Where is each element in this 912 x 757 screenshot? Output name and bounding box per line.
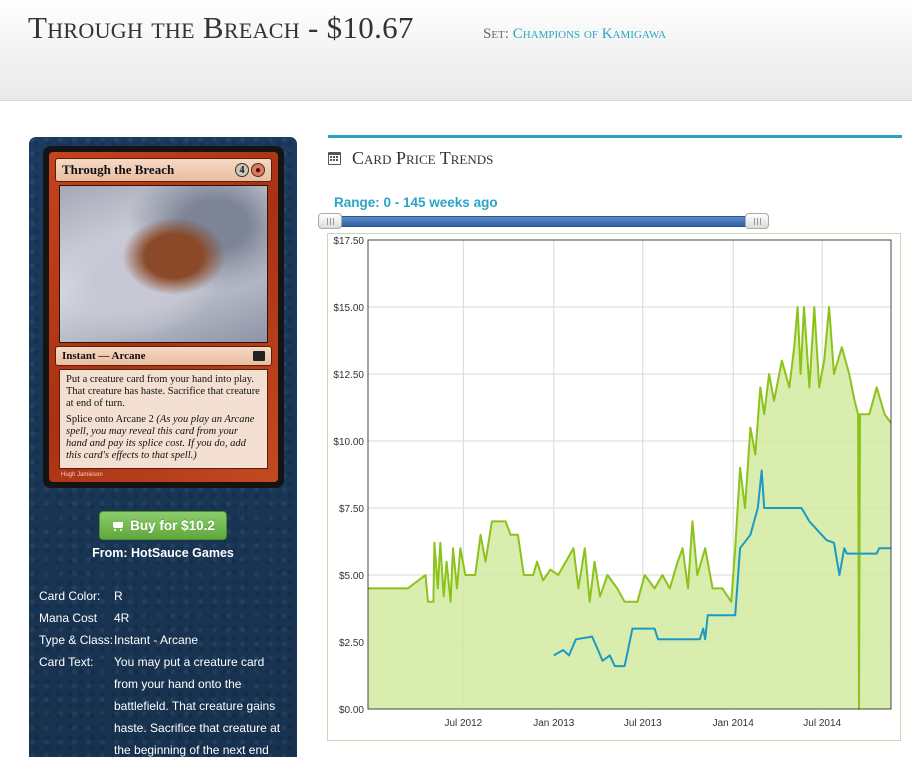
y-tick-label: $15.00	[333, 303, 364, 314]
splice-cost: 2	[148, 414, 154, 425]
trends-title: Card Price Trends	[352, 148, 494, 168]
detail-label: Card Text:	[39, 655, 94, 669]
set-label: Set:	[483, 26, 509, 42]
detail-label: Mana Cost	[39, 611, 98, 625]
detail-row-color: Card Color: R	[39, 589, 289, 603]
trends-divider	[328, 135, 902, 138]
set-name-link[interactable]: Champions of Kamigawa	[512, 26, 667, 42]
buy-label: Buy for $10.2	[130, 518, 215, 533]
x-tick-label: Jul 2013	[624, 718, 662, 729]
range-slider-handle-start[interactable]	[318, 213, 342, 229]
detail-row-type: Type & Class: Instant - Arcane	[39, 633, 289, 647]
x-tick-label: Jan 2014	[713, 718, 755, 729]
card-name-bar: Through the Breach 4 ●	[55, 158, 272, 182]
x-tick-label: Jan 2013	[533, 718, 575, 729]
y-tick-label: $2.50	[339, 638, 364, 649]
series-line-0	[368, 306, 892, 710]
detail-row-card-text: Card Text: You may put a creature card f…	[39, 655, 289, 757]
red-mana-icon: ●	[251, 163, 265, 177]
series-line-1	[553, 469, 891, 668]
range-label: Range: 0 - 145 weeks ago	[334, 195, 498, 210]
artist-credit: Hugh Jamieson	[61, 472, 103, 478]
mana-cost: 4 ●	[235, 163, 265, 177]
vendor-name: From: HotSauce Games	[92, 546, 234, 560]
card-splice: Splice onto Arcane 2 (As you play an Arc…	[66, 414, 261, 462]
card-rules-1: Put a creature card from your hand into …	[66, 374, 260, 409]
y-tick-label: $7.50	[339, 504, 364, 515]
card-name: Through the Breach	[62, 162, 175, 177]
range-slider-handle-end[interactable]	[745, 213, 769, 229]
detail-value: You may put a creature card from your ha…	[114, 655, 281, 757]
detail-label: Card Color:	[39, 589, 101, 603]
card-details: Card Color: R Mana Cost 4R Type & Class:…	[39, 589, 289, 757]
x-tick-label: Jul 2012	[444, 718, 482, 729]
detail-row-mana-cost: Mana Cost 4R	[39, 611, 289, 625]
detail-value: R	[114, 589, 123, 603]
splice-label: Splice onto Arcane	[66, 414, 146, 425]
card-type-line: Instant — Arcane	[62, 350, 146, 362]
reminder-text: (As you play an Arcane spell, you may re…	[66, 414, 255, 461]
detail-value: Instant - Arcane	[114, 633, 199, 647]
card-type-bar: Instant — Arcane	[55, 346, 272, 366]
page-header: Through the Breach - $10.67 Set: Champio…	[0, 0, 912, 101]
detail-value: 4R	[114, 611, 130, 625]
trends-heading: Card Price Trends	[328, 148, 493, 169]
y-tick-label: $12.50	[333, 370, 364, 381]
price-chart: $0.00 $2.50 $5.00 $7.50 $10.00 $12.50 $15.00 $1…	[327, 233, 901, 741]
set-info: Set: Champions of Kamigawa	[483, 26, 666, 43]
set-symbol-icon	[253, 351, 265, 361]
buy-button[interactable]: Buy for $10.2	[99, 511, 227, 540]
card-sidebar: Through the Breach 4 ● Instant — Arcane …	[29, 137, 297, 757]
detail-label: Type & Class:	[39, 633, 114, 647]
y-tick-label: $10.00	[333, 437, 364, 448]
range-slider-track[interactable]	[322, 216, 768, 227]
y-tick-label: $17.50	[333, 236, 364, 247]
series-area-0	[368, 307, 891, 709]
card-rules-text: Put a creature card from your hand into …	[59, 369, 268, 469]
plot-border	[367, 239, 892, 710]
card-image: Through the Breach 4 ● Instant — Arcane …	[43, 146, 284, 488]
generic-mana-icon: 4	[235, 163, 249, 177]
calendar-icon	[328, 152, 341, 165]
card-frame: Through the Breach 4 ● Instant — Arcane …	[49, 152, 278, 482]
page-title: Through the Breach - $10.67	[28, 10, 414, 45]
price-chart-svg: $0.00 $2.50 $5.00 $7.50 $10.00 $12.50 $15.00 $1…	[333, 236, 892, 729]
cart-icon	[111, 521, 124, 531]
card-artwork	[59, 185, 268, 343]
y-tick-label: $0.00	[339, 705, 364, 716]
x-tick-label: Jul 2014	[803, 718, 841, 729]
y-tick-label: $5.00	[339, 571, 364, 582]
